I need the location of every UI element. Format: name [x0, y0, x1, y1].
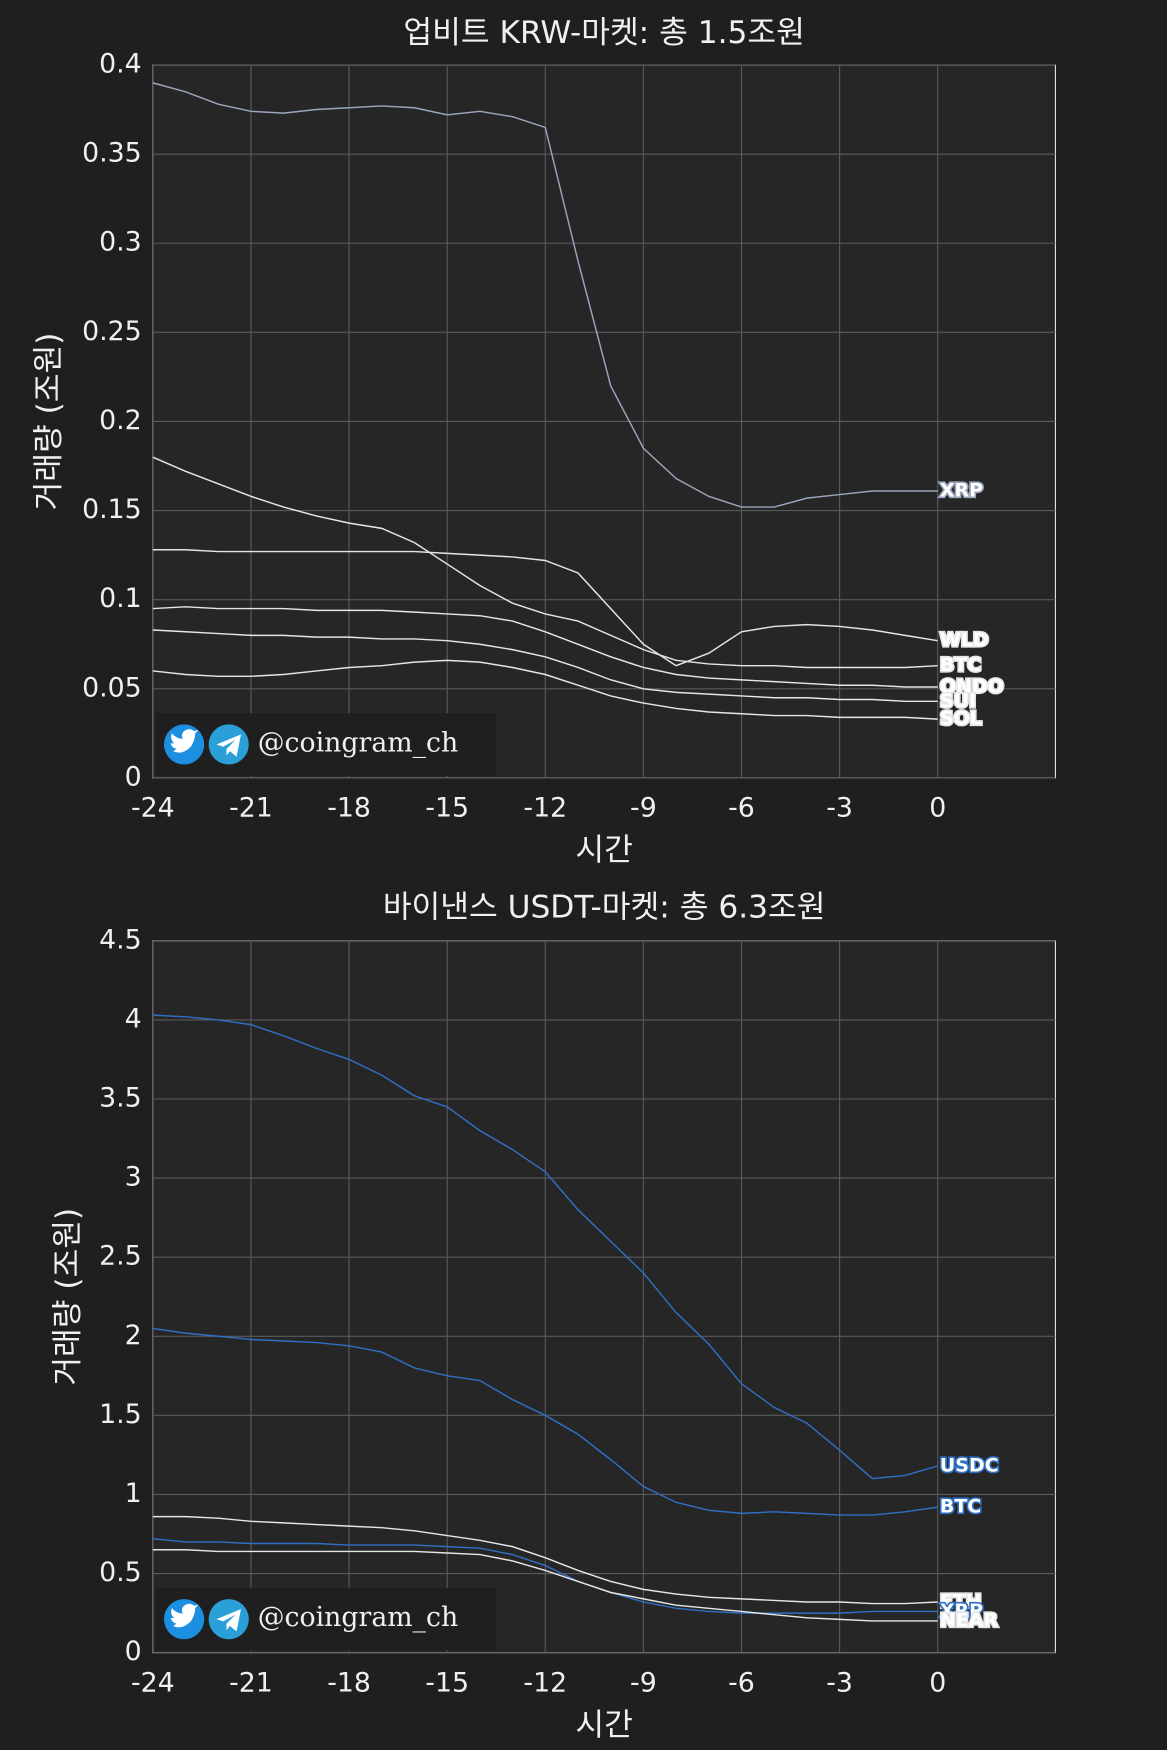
y-tick-label: 0.05: [82, 672, 142, 703]
x-tick-label: 0: [929, 1667, 946, 1698]
series-line: [152, 549, 938, 667]
chart-title: 업비트 KRW-마켓: 총 1.5조원: [403, 15, 804, 51]
series-end-label: NEAR: [940, 1609, 998, 1631]
series-line: [152, 629, 938, 703]
y-tick-label: 4.5: [99, 924, 142, 955]
telegram-plane: [216, 734, 241, 757]
x-tick-label: -6: [728, 793, 755, 824]
x-tick-label: -3: [826, 793, 853, 824]
series-line: [152, 1327, 938, 1516]
y-tick-label: 2: [125, 1320, 142, 1351]
telegram-icon: [208, 1599, 249, 1640]
y-tick-label: 0.1: [99, 583, 142, 614]
y-tick-label: 0.4: [99, 49, 142, 80]
series-end-label: ETH: [940, 1591, 982, 1613]
x-tick-label: -21: [229, 793, 273, 824]
series-end-label: XRP: [940, 1600, 983, 1622]
x-tick-label: -21: [229, 1667, 273, 1698]
series-end-label: SUI: [940, 690, 976, 712]
y-tick-label: 0.3: [99, 227, 142, 258]
series-line: [152, 1014, 938, 1480]
series-line: [152, 82, 938, 508]
y-tick-label: 3: [125, 1162, 142, 1193]
chart-title: 바이낸스 USDT-마켓: 총 6.3조원: [383, 889, 826, 925]
x-tick-label: -24: [131, 1667, 175, 1698]
x-tick-label: -9: [630, 1667, 657, 1698]
y-tick-label: 4: [125, 1003, 142, 1034]
twitter-bird: [170, 729, 199, 753]
y-axis-label: 거래량 (조원): [31, 333, 67, 511]
y-axis-label: 거래량 (조원): [50, 1208, 86, 1386]
y-tick-label: 2.5: [99, 1241, 142, 1272]
x-tick-label: -9: [630, 793, 657, 824]
series-end-label: WLD: [940, 629, 989, 651]
y-tick-label: 3.5: [99, 1083, 142, 1114]
plot-area: [152, 940, 1056, 1654]
y-tick-label: 0.35: [82, 138, 142, 169]
series-end-label: BTC: [940, 654, 981, 676]
y-tick-label: 1: [125, 1478, 142, 1509]
y-tick-label: 0.5: [99, 1557, 142, 1588]
twitter-bird: [170, 1603, 199, 1628]
telegram-plane: [216, 1609, 241, 1632]
y-tick-label: 1.5: [99, 1399, 142, 1430]
x-tick-label: -3: [826, 1667, 853, 1698]
x-tick-label: -18: [327, 1667, 371, 1698]
watermark-text: @coingram_ch: [258, 1602, 459, 1633]
x-tick-label: -12: [523, 793, 567, 824]
x-tick-label: -15: [425, 1667, 469, 1698]
y-tick-label: 0.15: [82, 494, 142, 525]
series-line: [152, 1549, 938, 1622]
x-tick-label: -15: [425, 793, 469, 824]
series-line: [152, 1537, 938, 1614]
y-tick-label: 0: [125, 1636, 142, 1667]
series-end-label: SOL: [940, 708, 982, 730]
telegram-icon: [208, 724, 249, 765]
series-line: [152, 1515, 938, 1605]
x-tick-label: -6: [728, 1667, 755, 1698]
series-line: [152, 606, 938, 688]
x-tick-label: 0: [929, 793, 946, 824]
series-line: [152, 456, 938, 669]
y-tick-label: 0: [125, 761, 142, 792]
watermark-text: @coingram_ch: [258, 727, 459, 758]
series-end-label: BTC: [940, 1496, 981, 1518]
x-tick-label: -24: [131, 793, 175, 824]
x-tick-label: -18: [327, 793, 371, 824]
x-axis-label: 시간: [575, 1707, 632, 1743]
x-tick-label: -12: [523, 1667, 567, 1698]
y-tick-label: 0.2: [99, 405, 142, 436]
series-line: [152, 659, 938, 720]
series-end-label: ONDO: [940, 676, 1004, 698]
x-axis-label: 시간: [575, 833, 632, 869]
y-tick-label: 0.25: [82, 316, 142, 347]
series-end-label: USDC: [940, 1454, 999, 1476]
series-end-label: XRP: [940, 479, 983, 501]
